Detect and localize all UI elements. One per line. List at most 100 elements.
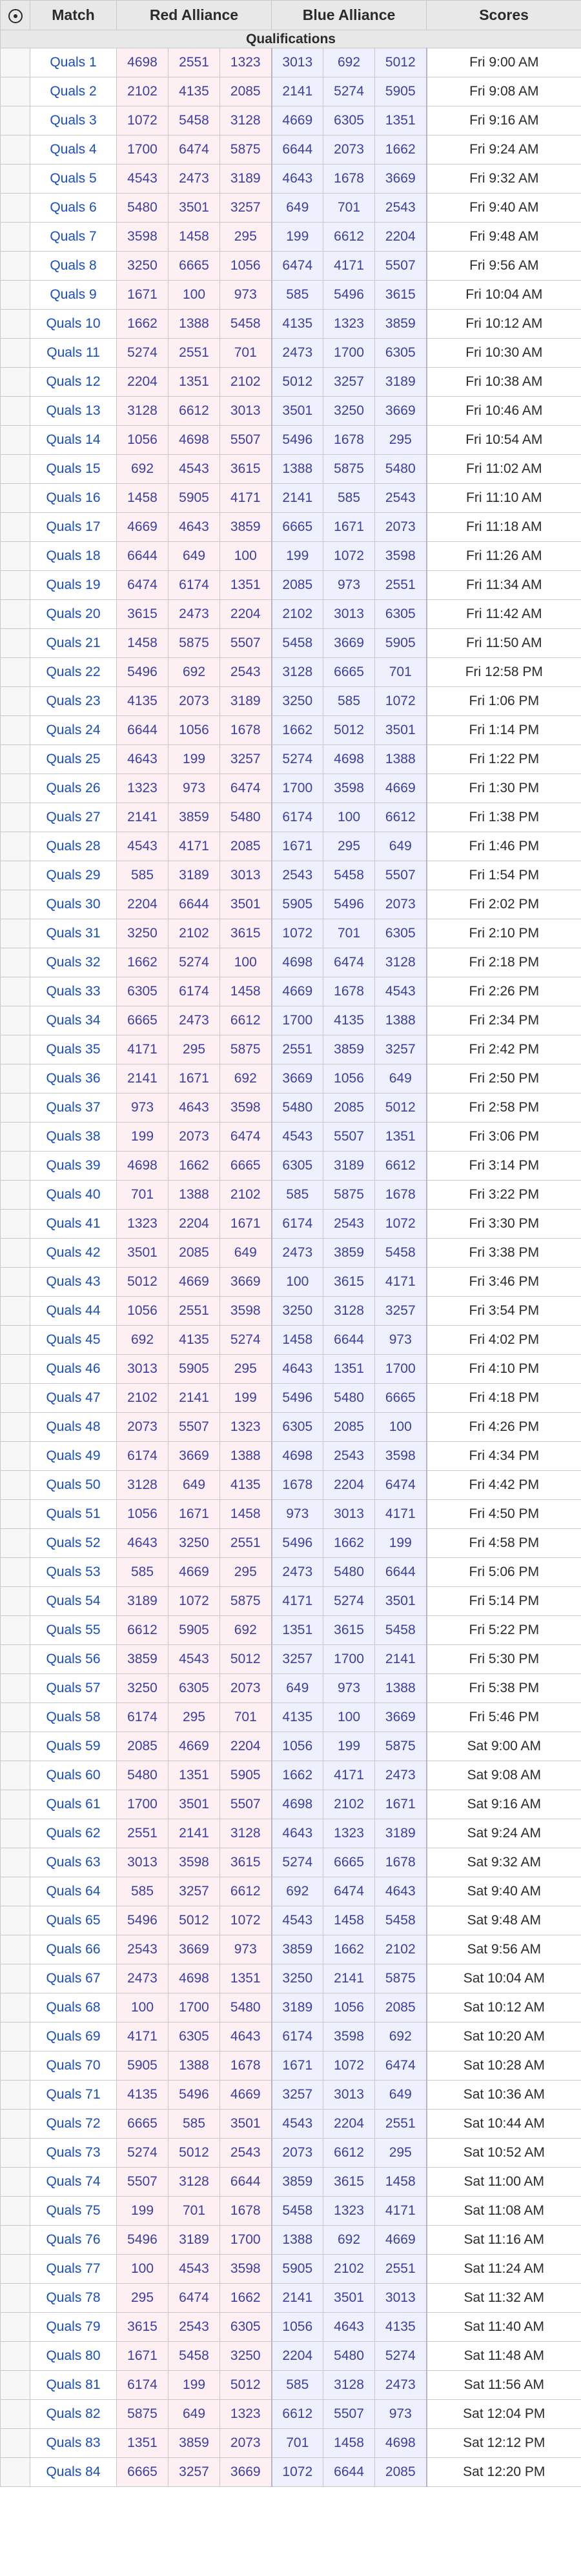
blue-team-cell[interactable]: 1323 [323,309,376,339]
blue-team-cell[interactable]: 1072 [271,2457,324,2487]
red-team-cell[interactable]: 2473 [116,1964,168,1993]
red-team-cell[interactable]: 3615 [116,599,168,629]
red-team-cell[interactable]: 5480 [116,193,168,223]
red-team-cell[interactable]: 3859 [168,803,220,832]
blue-team-cell[interactable]: 6305 [374,919,427,948]
red-team-cell[interactable]: 692 [168,657,220,687]
red-team-cell[interactable]: 6665 [116,2457,168,2487]
red-team-cell[interactable]: 1351 [219,1964,272,1993]
blue-team-cell[interactable]: 3257 [323,367,376,397]
red-team-cell[interactable]: 2102 [116,77,168,106]
play-circle-icon[interactable] [8,8,23,23]
red-team-cell[interactable]: 692 [116,1325,168,1355]
blue-team-cell[interactable]: 1662 [271,715,324,745]
match-link[interactable]: Quals 82 [46,2406,101,2421]
red-team-cell[interactable]: 1351 [219,570,272,600]
match-link[interactable]: Quals 73 [46,2145,101,2160]
blue-team-cell[interactable]: 3257 [271,1644,324,1674]
blue-team-cell[interactable]: 5480 [323,1383,376,1413]
red-team-cell[interactable]: 3257 [219,193,272,223]
blue-team-cell[interactable]: 2102 [374,1935,427,1964]
match-link[interactable]: Quals 20 [46,606,101,621]
match-cell[interactable]: Quals 64 [30,1877,117,1906]
red-team-cell[interactable]: 585 [116,1877,168,1906]
red-team-cell[interactable]: 3250 [219,2341,272,2371]
red-team-cell[interactable]: 4135 [116,686,168,716]
match-link[interactable]: Quals 62 [46,1826,101,1841]
match-link[interactable]: Quals 81 [46,2377,101,2392]
red-team-cell[interactable]: 5274 [219,1325,272,1355]
red-team-cell[interactable]: 6305 [168,1673,220,1703]
match-cell[interactable]: Quals 62 [30,1819,117,1848]
red-team-cell[interactable]: 2204 [116,367,168,397]
match-cell[interactable]: Quals 17 [30,512,117,542]
red-team-cell[interactable]: 5905 [168,1354,220,1384]
blue-team-cell[interactable]: 199 [271,222,324,252]
match-link[interactable]: Quals 32 [46,955,101,970]
match-link[interactable]: Quals 60 [46,1768,101,1782]
red-team-cell[interactable]: 1388 [168,309,220,339]
red-team-cell[interactable]: 2102 [116,1383,168,1413]
blue-team-cell[interactable]: 6174 [271,803,324,832]
blue-team-cell[interactable]: 3250 [323,396,376,426]
blue-team-cell[interactable]: 5480 [271,1093,324,1123]
red-team-cell[interactable]: 3615 [219,1848,272,1877]
red-team-cell[interactable]: 1388 [168,2051,220,2081]
red-team-cell[interactable]: 1662 [116,309,168,339]
match-link[interactable]: Quals 49 [46,1448,101,1463]
match-cell[interactable]: Quals 3 [30,106,117,135]
match-cell[interactable]: Quals 35 [30,1035,117,1064]
match-link[interactable]: Quals 47 [46,1390,101,1405]
red-team-cell[interactable]: 649 [168,2399,220,2429]
match-link[interactable]: Quals 21 [46,635,101,650]
red-team-cell[interactable]: 4171 [116,2022,168,2052]
match-link[interactable]: Quals 39 [46,1158,101,1173]
blue-team-cell[interactable]: 701 [271,2428,324,2458]
blue-team-cell[interactable]: 6665 [374,1383,427,1413]
red-team-cell[interactable]: 4643 [219,2022,272,2052]
red-team-cell[interactable]: 3189 [219,686,272,716]
match-link[interactable]: Quals 55 [46,1622,101,1637]
blue-team-cell[interactable]: 3189 [323,1151,376,1181]
blue-team-cell[interactable]: 1700 [271,1006,324,1035]
blue-team-cell[interactable]: 3013 [323,2080,376,2110]
red-team-cell[interactable]: 295 [219,1354,272,1384]
red-team-cell[interactable]: 6644 [168,890,220,919]
match-link[interactable]: Quals 5 [50,171,97,186]
red-team-cell[interactable]: 6644 [219,2167,272,2197]
match-link[interactable]: Quals 1 [50,55,97,70]
blue-team-cell[interactable]: 1323 [323,2196,376,2226]
red-team-cell[interactable]: 3189 [116,1586,168,1616]
blue-team-cell[interactable]: 5274 [374,2341,427,2371]
blue-team-cell[interactable]: 2141 [374,1644,427,1674]
match-link[interactable]: Quals 3 [50,113,97,128]
red-team-cell[interactable]: 3257 [219,744,272,774]
red-team-cell[interactable]: 5507 [116,2167,168,2197]
red-team-cell[interactable]: 692 [219,1615,272,1645]
match-cell[interactable]: Quals 41 [30,1209,117,1239]
blue-team-cell[interactable]: 2543 [323,1209,376,1239]
blue-team-cell[interactable]: 199 [323,1732,376,1761]
blue-team-cell[interactable]: 1678 [323,977,376,1006]
blue-team-cell[interactable]: 5458 [374,1906,427,1935]
red-team-cell[interactable]: 6665 [168,251,220,281]
blue-team-cell[interactable]: 1056 [271,1732,324,1761]
red-team-cell[interactable]: 3598 [168,1848,220,1877]
blue-team-cell[interactable]: 5458 [271,2196,324,2226]
red-team-cell[interactable]: 5875 [168,628,220,658]
red-team-cell[interactable]: 295 [168,1702,220,1732]
match-cell[interactable]: Quals 67 [30,1964,117,1993]
red-team-cell[interactable]: 5480 [116,1761,168,1790]
match-link[interactable]: Quals 29 [46,868,101,883]
match-cell[interactable]: Quals 15 [30,454,117,484]
blue-team-cell[interactable]: 5496 [323,890,376,919]
blue-team-cell[interactable]: 2073 [374,512,427,542]
match-link[interactable]: Quals 10 [46,316,101,331]
red-team-cell[interactable]: 5458 [168,106,220,135]
red-team-cell[interactable]: 3501 [219,890,272,919]
red-team-cell[interactable]: 1323 [219,48,272,77]
match-link[interactable]: Quals 65 [46,1913,101,1928]
red-team-cell[interactable]: 3250 [116,251,168,281]
match-link[interactable]: Quals 75 [46,2203,101,2218]
blue-team-cell[interactable]: 3501 [271,396,324,426]
